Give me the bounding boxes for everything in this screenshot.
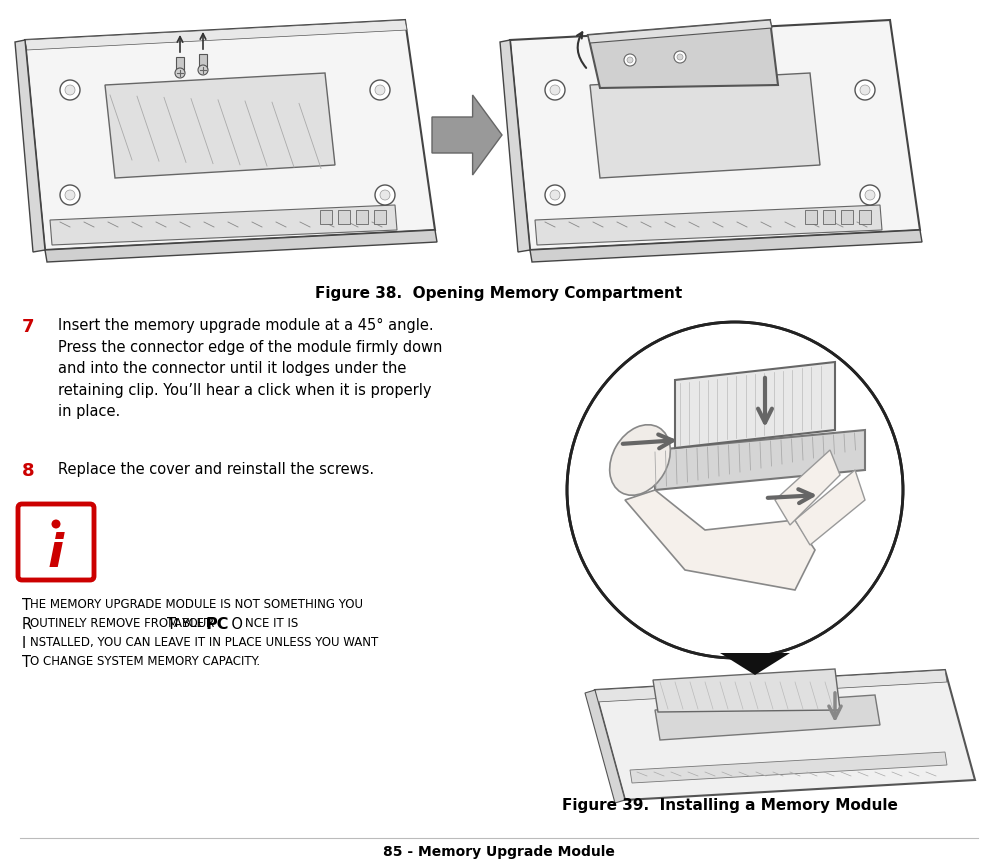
Text: 7: 7 [22,318,35,336]
Circle shape [375,85,385,95]
FancyBboxPatch shape [374,210,386,224]
Circle shape [674,51,686,63]
Text: HE MEMORY UPGRADE MODULE IS NOT SOMETHING YOU: HE MEMORY UPGRADE MODULE IS NOT SOMETHIN… [30,598,362,611]
Text: ABLET: ABLET [174,617,216,630]
Polygon shape [655,430,865,490]
Text: 8: 8 [22,462,35,480]
Text: Figure 39.  Installing a Memory Module: Figure 39. Installing a Memory Module [562,798,898,813]
Circle shape [65,85,75,95]
Polygon shape [105,73,335,178]
Polygon shape [15,40,45,252]
Text: PC: PC [206,617,230,632]
Polygon shape [535,205,882,245]
Polygon shape [588,20,772,43]
Polygon shape [595,670,975,800]
Polygon shape [590,73,820,178]
Circle shape [550,190,560,200]
Circle shape [550,85,560,95]
FancyBboxPatch shape [841,210,853,224]
Polygon shape [25,20,407,50]
Circle shape [370,80,390,100]
Polygon shape [585,690,625,803]
Text: 85 - Memory Upgrade Module: 85 - Memory Upgrade Module [383,845,615,859]
Circle shape [198,65,208,75]
FancyBboxPatch shape [338,210,350,224]
Circle shape [175,68,185,78]
Polygon shape [720,653,790,675]
Polygon shape [630,752,947,783]
Circle shape [545,185,565,205]
Text: NSTALLED, YOU CAN LEAVE IT IN PLACE UNLESS YOU WANT: NSTALLED, YOU CAN LEAVE IT IN PLACE UNLE… [30,636,378,649]
Polygon shape [795,470,865,545]
FancyBboxPatch shape [18,504,94,580]
Circle shape [677,54,683,60]
FancyBboxPatch shape [320,210,332,224]
Polygon shape [655,695,880,740]
Polygon shape [653,669,840,712]
Polygon shape [432,95,502,175]
Text: O CHANGE SYSTEM MEMORY CAPACITY.: O CHANGE SYSTEM MEMORY CAPACITY. [30,655,259,668]
FancyBboxPatch shape [859,210,871,224]
Text: Insert the memory upgrade module at a 45° angle.
Press the connector edge of the: Insert the memory upgrade module at a 45… [58,318,442,420]
Circle shape [60,185,80,205]
FancyBboxPatch shape [805,210,817,224]
Circle shape [865,190,875,200]
Polygon shape [625,490,815,590]
Circle shape [860,85,870,95]
Polygon shape [500,40,530,252]
Text: T: T [22,598,31,613]
FancyBboxPatch shape [199,54,207,70]
Circle shape [545,80,565,100]
FancyBboxPatch shape [356,210,368,224]
Text: Figure 38.  Opening Memory Compartment: Figure 38. Opening Memory Compartment [315,286,683,301]
Circle shape [855,80,875,100]
Circle shape [380,190,390,200]
Text: NCE IT IS: NCE IT IS [245,617,298,630]
Text: Replace the cover and reinstall the screws.: Replace the cover and reinstall the scre… [58,462,374,477]
Circle shape [65,190,75,200]
Text: T: T [167,617,176,632]
Polygon shape [510,20,920,250]
Circle shape [52,519,61,529]
Polygon shape [530,230,922,262]
FancyBboxPatch shape [823,210,835,224]
Polygon shape [675,362,835,448]
FancyBboxPatch shape [176,57,184,73]
Text: i: i [48,531,64,577]
Circle shape [627,57,633,63]
Polygon shape [775,450,840,525]
Polygon shape [25,20,435,250]
Circle shape [860,185,880,205]
Polygon shape [45,230,437,262]
Text: T: T [22,655,31,670]
Polygon shape [50,205,397,245]
Circle shape [60,80,80,100]
Text: I: I [22,636,26,651]
Text: R: R [22,617,32,632]
Circle shape [567,322,903,658]
Ellipse shape [610,425,671,495]
Circle shape [624,54,636,66]
Polygon shape [588,20,778,88]
Polygon shape [595,670,947,702]
Circle shape [375,185,395,205]
Text: OUTINELY REMOVE FROM YOUR: OUTINELY REMOVE FROM YOUR [30,617,218,630]
Text: . O: . O [223,617,244,632]
